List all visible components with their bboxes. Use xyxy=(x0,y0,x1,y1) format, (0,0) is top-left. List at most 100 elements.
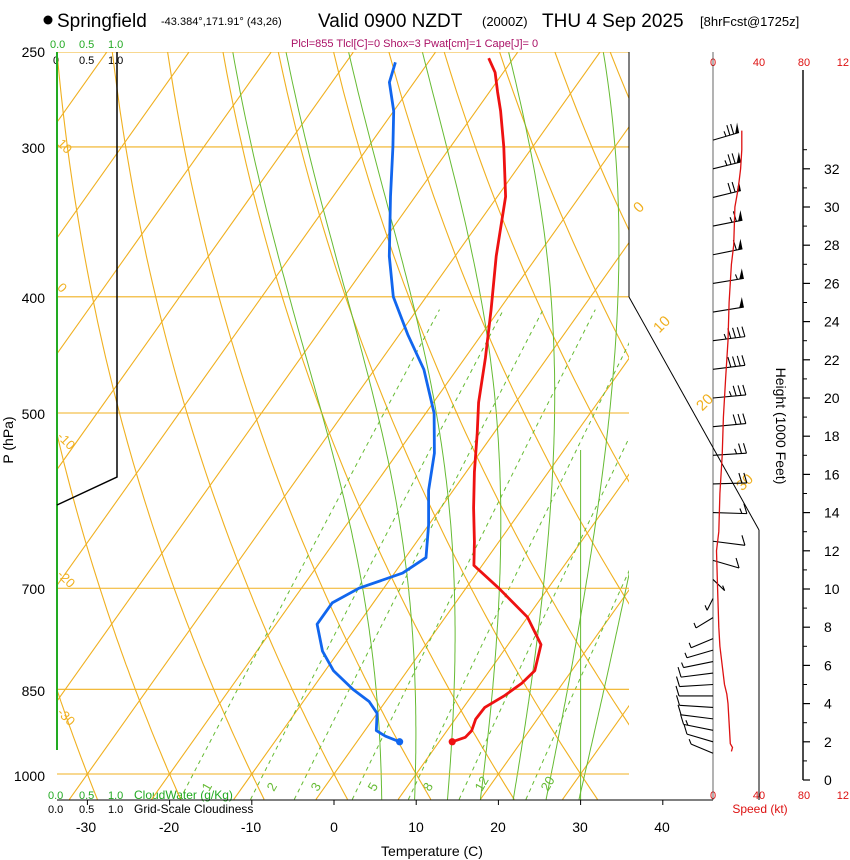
wind-barb-flag xyxy=(738,238,743,250)
wind-barb-staff xyxy=(712,394,746,399)
x-axis-title: Temperature (C) xyxy=(381,843,483,859)
t-tick-0: 0 xyxy=(330,819,338,835)
wind-barb xyxy=(712,122,740,141)
series-layer xyxy=(315,57,543,746)
y-axis-title: P (hPa) xyxy=(0,416,16,463)
wind-barb xyxy=(688,738,714,754)
speed-axis-title: Speed (kt) xyxy=(732,802,787,816)
cloudwater-tick-2: 1.0 xyxy=(108,39,123,51)
wind-barb-staff xyxy=(683,723,714,731)
moist-adiabat-line xyxy=(545,52,620,800)
wind-barb xyxy=(688,638,714,649)
wind-barb-half xyxy=(688,738,692,745)
dry-adiabat-line xyxy=(657,31,850,800)
moist-adiabat-line xyxy=(348,52,456,800)
cloudwater-label: CloudWater (g/Kg) xyxy=(134,788,233,802)
cloudiness-profile xyxy=(56,52,118,506)
t-tick-m30: -30 xyxy=(76,819,96,835)
dry-adiabat-line xyxy=(222,52,515,800)
mixing-ratio-line xyxy=(458,436,629,800)
mr-label-20: 20 xyxy=(537,774,557,794)
wind-barb-half xyxy=(739,508,743,514)
wind-barb-half xyxy=(693,622,697,629)
cloudiness-bottom-tick-0: 0.0 xyxy=(48,804,63,816)
station-name: Springfield xyxy=(57,11,147,32)
speed-profile-line xyxy=(715,130,743,752)
dry-adiabat-line xyxy=(499,52,629,359)
t-tick-30: 30 xyxy=(572,819,588,835)
isotherm-line xyxy=(315,357,629,800)
wind-barb-half xyxy=(734,448,738,455)
isotherm-line xyxy=(645,31,850,800)
height-tick-label: 28 xyxy=(824,237,840,253)
wind-barb-full xyxy=(732,356,737,367)
speed-profile-layer xyxy=(715,130,743,752)
stability-indices: Plcl=855 Tlcl[C]=0 Shox=3 Pwat[cm]=1 Cap… xyxy=(291,38,538,50)
wind-barb-full xyxy=(677,666,682,678)
mr-label-5: 5 xyxy=(364,780,381,794)
p-tick-700: 700 xyxy=(22,581,46,597)
wind-barb xyxy=(675,695,714,708)
height-tick-label: 24 xyxy=(824,314,840,330)
cloudwater-bottom-tick-0: 0.0 xyxy=(48,790,63,802)
height-tick-label: 20 xyxy=(824,390,840,406)
height-tick-label: 6 xyxy=(824,657,832,673)
dry-adiabat-line xyxy=(57,688,98,800)
wind-barb-staff xyxy=(712,482,747,485)
t-tick-m10: -10 xyxy=(241,819,261,835)
wind-barb-half xyxy=(685,720,689,726)
forecast-info: [8hrFcst@1725z] xyxy=(700,14,799,29)
wind-barb-full xyxy=(675,676,681,687)
speed-bottom-120: 12 xyxy=(837,790,849,802)
speed-top-120: 12 xyxy=(837,57,849,69)
dry-adiabat-line xyxy=(111,52,348,800)
wind-barb-full xyxy=(743,472,748,484)
wind-barb-full xyxy=(742,384,747,396)
dry-adiabat-line xyxy=(388,52,629,605)
wind-barb-flag xyxy=(739,297,744,308)
isotherm-line xyxy=(57,52,519,702)
isotherm-line xyxy=(57,52,272,355)
station-coords: -43.384°,171.91° (43,26) xyxy=(161,16,282,28)
height-tick-label: 16 xyxy=(824,466,840,482)
cloudwater-tick-1: 0.5 xyxy=(79,39,94,51)
wind-barb-full xyxy=(677,704,682,715)
dewpoint-surface-marker xyxy=(396,738,404,746)
valid-time: Valid 0900 NZDT xyxy=(318,11,463,32)
speed-top-40: 40 xyxy=(753,57,765,69)
wind-barb xyxy=(712,210,743,227)
p-tick-500: 500 xyxy=(22,406,46,422)
wind-barb-full xyxy=(731,153,736,164)
mixing-ratio-line xyxy=(293,309,544,800)
wind-barb-full xyxy=(727,182,732,194)
mixing-ratio-line xyxy=(351,309,596,800)
wind-barb-full xyxy=(737,385,742,396)
wind-barb xyxy=(712,443,748,456)
wind-barb-full xyxy=(727,356,732,368)
frame-layer xyxy=(56,52,760,805)
wind-barb-full xyxy=(683,723,688,735)
mr-label-8: 8 xyxy=(419,780,436,794)
dry-adiabat-line xyxy=(167,52,432,800)
wind-barb xyxy=(683,723,714,743)
wind-barb-full xyxy=(675,695,681,706)
dry-adiabat-line xyxy=(609,52,629,100)
wind-barb-staff xyxy=(680,672,714,678)
wind-barb-full xyxy=(675,685,680,697)
mixing-ratio-line xyxy=(407,342,629,800)
moist-adiabat-line xyxy=(578,572,629,800)
wind-barb xyxy=(681,661,714,669)
wind-barb xyxy=(677,704,714,720)
tropo-slope xyxy=(628,296,760,531)
height-tick-label: 12 xyxy=(824,543,840,559)
wind-barb xyxy=(712,326,746,342)
wind-barb-full xyxy=(743,503,748,514)
moist-adiabat-line xyxy=(232,52,383,800)
wind-barb-flag xyxy=(735,122,740,134)
dry-adiabat-line xyxy=(0,31,14,800)
wind-barb-staff xyxy=(695,617,714,629)
station-bullet xyxy=(43,15,53,25)
cloudiness-bottom-tick-2: 1.0 xyxy=(108,804,123,816)
dry-adiabat-line xyxy=(57,52,265,800)
